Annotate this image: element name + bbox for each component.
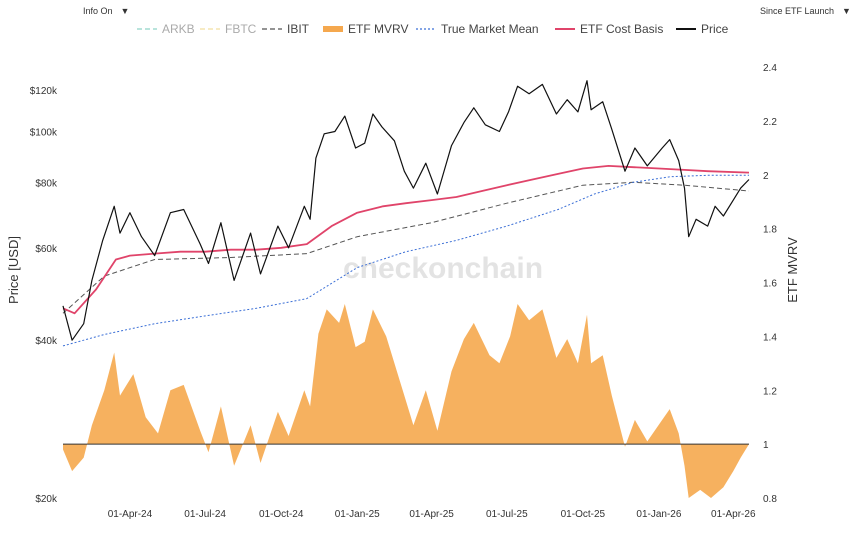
y-left-tick-label: $100k	[30, 128, 58, 139]
y-right-tick-label: 2.2	[763, 117, 777, 128]
y-right-tick-label: 1	[763, 440, 769, 451]
x-tick-label: 01-Jul-24	[184, 509, 226, 520]
x-tick-label: 01-Apr-24	[108, 509, 153, 520]
y-left-tick-label: $20k	[35, 494, 58, 505]
legend-label: FBTC	[225, 22, 257, 36]
watermark-text: checkonchain	[343, 252, 543, 285]
legend-label: IBIT	[287, 22, 310, 36]
y-left-tick-label: $60k	[35, 244, 58, 255]
x-tick-label: 01-Jan-26	[636, 509, 681, 520]
y-right-tick-label: 2	[763, 171, 769, 182]
series-true-market-mean-line	[62, 174, 749, 347]
y-right-tick-label: 0.8	[763, 494, 777, 505]
legend-label: ARKB	[162, 22, 195, 36]
legend-swatch	[262, 28, 282, 30]
y-right-tick-label: 1.2	[763, 386, 777, 397]
legend-label: ETF MVRV	[348, 22, 409, 36]
mvrv-area-layer	[63, 304, 749, 498]
legend-item-etf-cost-basis[interactable]: ETF Cost Basis	[555, 20, 663, 38]
legend-swatch	[555, 28, 575, 30]
legend-item-true-market-mean[interactable]: True Market Mean	[416, 20, 539, 38]
x-tick-label: 01-Apr-26	[711, 509, 756, 520]
y-right-tick-label: 2.4	[763, 63, 777, 74]
legend-item-etf-mvrv[interactable]: ETF MVRV	[323, 20, 408, 38]
y-left-tick-label: $80k	[35, 178, 58, 189]
legend-swatch	[137, 28, 157, 30]
series-etf-mvrv-area	[63, 304, 749, 498]
legend-swatch	[323, 26, 343, 32]
series-lines-layer	[62, 80, 750, 347]
legend-swatch	[416, 28, 436, 30]
x-tick-label: 01-Jan-25	[335, 509, 380, 520]
x-tick-label: 01-Oct-25	[561, 509, 606, 520]
legend-item-arkb[interactable]: ARKB	[137, 20, 195, 38]
legend-swatch	[676, 28, 696, 30]
top-controls: Info On ▼ Since ETF Launch ▼	[0, 0, 860, 20]
axes-layer: $20k $40k $60k $80k $100k $120k 0.8 1 1.2 1.4 1.6 1…	[6, 63, 800, 520]
info-toggle-label: Info On	[83, 6, 113, 16]
y-right-tick-label: 1.4	[763, 332, 777, 343]
y-left-tick-label: $120k	[30, 86, 58, 97]
y-left-axis-title: Price [USD]	[6, 236, 21, 304]
y-right-axis-title: ETF MVRV	[785, 237, 800, 303]
x-tick-label: 01-Jul-25	[486, 509, 528, 520]
legend-swatch	[200, 28, 220, 30]
legend-label: ETF Cost Basis	[580, 22, 664, 36]
y-right-tick-label: 1.8	[763, 225, 777, 236]
y-right-tick-label: 1.6	[763, 279, 777, 290]
legend-item-fbtc[interactable]: FBTC	[200, 20, 256, 38]
chevron-down-icon: ▼	[120, 6, 130, 16]
info-toggle[interactable]: Info On ▼	[83, 6, 129, 16]
watermark-layer: checkonchain	[343, 252, 543, 285]
range-selector-label: Since ETF Launch	[760, 6, 835, 16]
chart-legend: ARKB FBTC IBIT ETF MVRV True Market Mean ETF …	[0, 20, 860, 38]
series-price-line	[62, 80, 750, 341]
legend-label: Price	[701, 22, 729, 36]
chevron-down-icon: ▼	[842, 6, 851, 16]
legend-label: True Market Mean	[441, 22, 539, 36]
series-etf-cost-basis-line	[62, 165, 750, 315]
series-ibit-line	[62, 181, 750, 314]
range-selector[interactable]: Since ETF Launch ▼	[760, 6, 851, 16]
legend-item-price[interactable]: Price	[676, 20, 728, 38]
y-left-tick-label: $40k	[35, 336, 58, 347]
x-tick-label: 01-Oct-24	[259, 509, 304, 520]
x-tick-label: 01-Apr-25	[409, 509, 454, 520]
legend-item-ibit[interactable]: IBIT	[262, 20, 309, 38]
